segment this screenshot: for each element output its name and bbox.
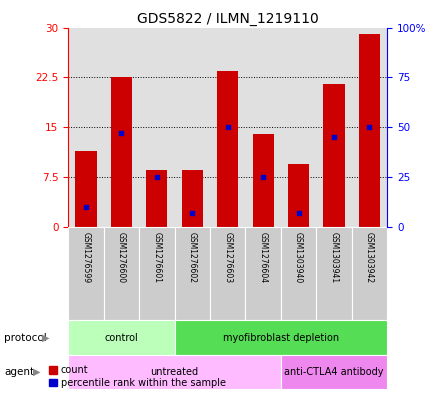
Bar (175, 227, 210, 321)
Bar (288, 164, 309, 227)
Bar (281, 227, 316, 321)
Text: GSM1276599: GSM1276599 (81, 231, 91, 283)
Text: myofibroblast depletion: myofibroblast depletion (223, 332, 339, 343)
Bar (175, 321, 387, 355)
Text: anti-CTLA4 antibody: anti-CTLA4 antibody (284, 367, 384, 377)
Text: GSM1276600: GSM1276600 (117, 231, 126, 283)
Point (82, 204, 89, 210)
Legend: count, percentile rank within the sample: count, percentile rank within the sample (49, 365, 226, 388)
Text: protocol: protocol (4, 332, 47, 343)
Bar (111, 77, 132, 227)
Bar (253, 134, 274, 227)
Bar (104, 227, 139, 321)
Point (330, 134, 337, 140)
Text: GSM1276603: GSM1276603 (223, 231, 232, 283)
Text: GSM1303940: GSM1303940 (294, 231, 303, 283)
Text: GSM1303941: GSM1303941 (330, 231, 338, 283)
Bar (210, 227, 246, 321)
Title: GDS5822 / ILMN_1219110: GDS5822 / ILMN_1219110 (137, 13, 319, 26)
Text: control: control (104, 332, 138, 343)
Text: GSM1303942: GSM1303942 (365, 231, 374, 283)
Point (224, 124, 231, 130)
Point (153, 174, 160, 180)
Bar (316, 227, 352, 321)
Bar (359, 34, 380, 227)
Point (189, 210, 196, 216)
Text: GSM1276604: GSM1276604 (259, 231, 268, 283)
Point (260, 174, 267, 180)
Bar (182, 171, 203, 227)
Bar (75, 151, 96, 227)
Text: ▶: ▶ (33, 367, 40, 377)
Point (118, 130, 125, 136)
Text: agent: agent (4, 367, 34, 377)
Text: ▶: ▶ (42, 332, 49, 343)
Point (295, 210, 302, 216)
Bar (68, 227, 104, 321)
Bar (281, 355, 387, 389)
Bar (139, 227, 175, 321)
Text: untreated: untreated (150, 367, 198, 377)
Bar (323, 84, 345, 227)
Text: GSM1276601: GSM1276601 (152, 231, 161, 283)
Bar (68, 321, 175, 355)
Bar (146, 171, 168, 227)
Bar (246, 227, 281, 321)
Bar (352, 227, 387, 321)
Point (366, 124, 373, 130)
Bar (68, 355, 281, 389)
Text: GSM1276602: GSM1276602 (188, 231, 197, 283)
Bar (217, 71, 238, 227)
